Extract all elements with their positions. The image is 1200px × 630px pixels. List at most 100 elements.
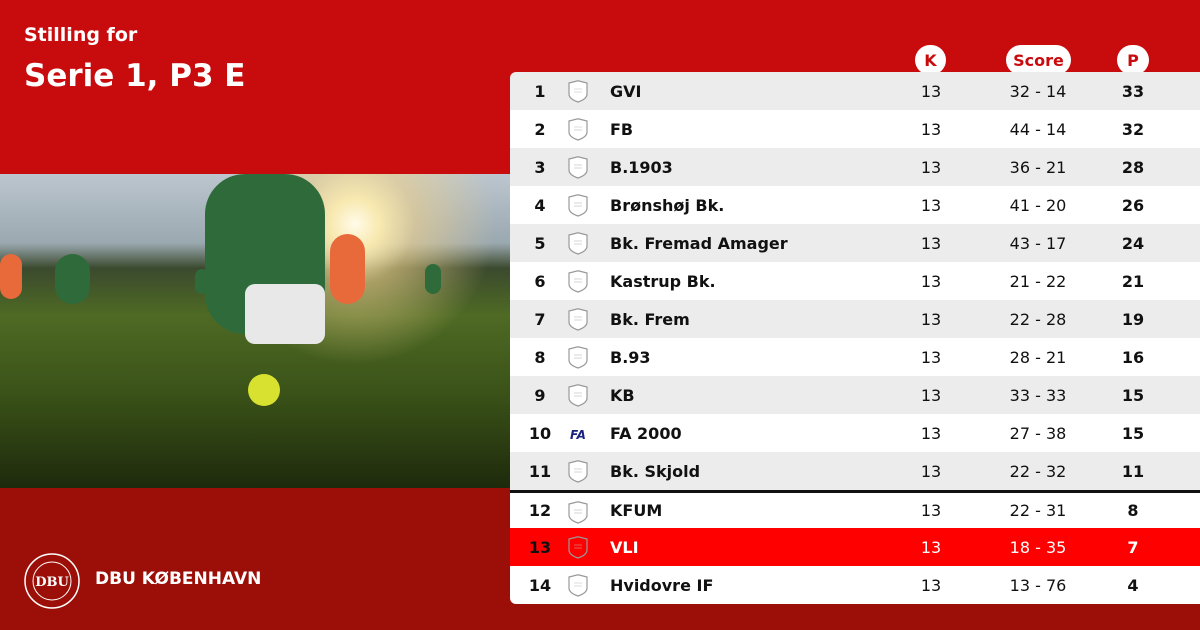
table-row[interactable]: 13 VLI 13 18 - 35 7 [510,528,1200,566]
goal-score: 36 - 21 [1009,157,1067,177]
position: 9 [534,385,546,405]
table-row[interactable]: 10 FA FA 2000 13 27 - 38 15 [510,414,1200,452]
matches-played: 13 [920,347,942,367]
position: 10 [528,423,552,443]
team-name: KFUM [610,501,663,520]
position: 11 [528,461,552,481]
table-row[interactable]: 14 Hvidovre IF 13 13 - 76 4 [510,566,1200,604]
position: 7 [534,309,546,329]
table-row[interactable]: 9 KB 13 33 - 33 15 [510,376,1200,414]
goal-score: 27 - 38 [1009,423,1067,443]
goal-score: 33 - 33 [1009,385,1067,405]
team-name: Bk. Skjold [610,461,701,481]
position: 3 [534,157,546,177]
shield-icon [568,118,588,141]
matches-played: 13 [920,309,942,329]
matches-played: 13 [920,195,942,215]
matches-played: 13 [920,385,942,405]
table-row[interactable]: 2 FB 13 44 - 14 32 [510,110,1200,148]
column-header-p: P [1117,45,1149,75]
goal-score: 41 - 20 [1009,195,1067,215]
team-name: KB [610,385,635,405]
points: 8 [1127,501,1139,520]
team-name: Kastrup Bk. [610,271,716,291]
dbu-logo: DBU [24,553,80,609]
points: 11 [1121,461,1145,481]
matches-played: 13 [920,423,942,443]
shield-icon [568,346,588,369]
points: 16 [1121,347,1145,367]
shield-icon [568,308,588,331]
goal-score: 21 - 22 [1009,271,1067,291]
table-row[interactable]: 7 Bk. Frem 13 22 - 28 19 [510,300,1200,338]
goal-score: 18 - 35 [1009,537,1067,557]
team-name: Brønshøj Bk. [610,195,725,215]
page-title: Serie 1, P3 E [24,58,246,94]
fa-logo-icon: FA [568,425,588,442]
team-name: Bk. Fremad Amager [610,233,788,253]
shield-icon [568,536,588,559]
standings-table: 1 GVI 13 32 - 14 33 2 FB 13 44 - 14 32 3 B… [510,72,1200,604]
football-photo [0,174,510,488]
goal-score: 32 - 14 [1009,81,1067,101]
points: 7 [1127,537,1139,557]
matches-played: 13 [920,157,942,177]
points: 24 [1121,233,1145,253]
shield-icon [568,80,588,103]
team-name: GVI [610,81,642,101]
table-row[interactable]: 6 Kastrup Bk. 13 21 - 22 21 [510,262,1200,300]
subtitle: Stilling for [24,24,138,46]
goal-score: 13 - 76 [1009,575,1067,595]
svg-text:FA: FA [570,428,586,442]
shield-icon [568,501,588,524]
matches-played: 13 [920,233,942,253]
table-row[interactable]: 4 Brønshøj Bk. 13 41 - 20 26 [510,186,1200,224]
position: 2 [534,119,546,139]
table-row[interactable]: 5 Bk. Fremad Amager 13 43 - 17 24 [510,224,1200,262]
team-name: B.1903 [610,157,673,177]
shield-icon [568,574,588,597]
brand-name: DBU KØBENHAVN [95,569,262,589]
shield-icon [568,232,588,255]
goal-score: 22 - 31 [1009,501,1067,520]
matches-played: 13 [920,271,942,291]
points: 26 [1121,195,1145,215]
table-row[interactable]: 11 Bk. Skjold 13 22 - 32 11 [510,452,1200,490]
matches-played: 13 [920,461,942,481]
goal-score: 44 - 14 [1009,119,1067,139]
table-row[interactable]: 12 KFUM 13 22 - 31 8 [510,490,1200,528]
table-row[interactable]: 1 GVI 13 32 - 14 33 [510,72,1200,110]
points: 28 [1121,157,1145,177]
points: 32 [1121,119,1145,139]
shield-icon [568,194,588,217]
position: 6 [534,271,546,291]
goal-score: 43 - 17 [1009,233,1067,253]
points: 33 [1121,81,1145,101]
shield-icon [568,384,588,407]
matches-played: 13 [920,537,942,557]
team-name: B.93 [610,347,651,367]
goal-score: 28 - 21 [1009,347,1067,367]
goal-score: 22 - 32 [1009,461,1067,481]
points: 21 [1121,271,1145,291]
position: 1 [534,81,546,101]
matches-played: 13 [920,575,942,595]
points: 15 [1121,423,1145,443]
column-header-k: K [915,45,946,75]
points: 19 [1121,309,1145,329]
svg-text:DBU: DBU [35,575,69,590]
team-name: Bk. Frem [610,309,690,329]
points: 15 [1121,385,1145,405]
team-name: Hvidovre IF [610,575,714,595]
matches-played: 13 [920,501,942,520]
position: 5 [534,233,546,253]
goal-score: 22 - 28 [1009,309,1067,329]
shield-icon [568,156,588,179]
position: 8 [534,347,546,367]
table-row[interactable]: 8 B.93 13 28 - 21 16 [510,338,1200,376]
matches-played: 13 [920,81,942,101]
shield-icon [568,460,588,483]
table-row[interactable]: 3 B.1903 13 36 - 21 28 [510,148,1200,186]
position: 12 [528,501,552,520]
position: 13 [528,537,552,557]
